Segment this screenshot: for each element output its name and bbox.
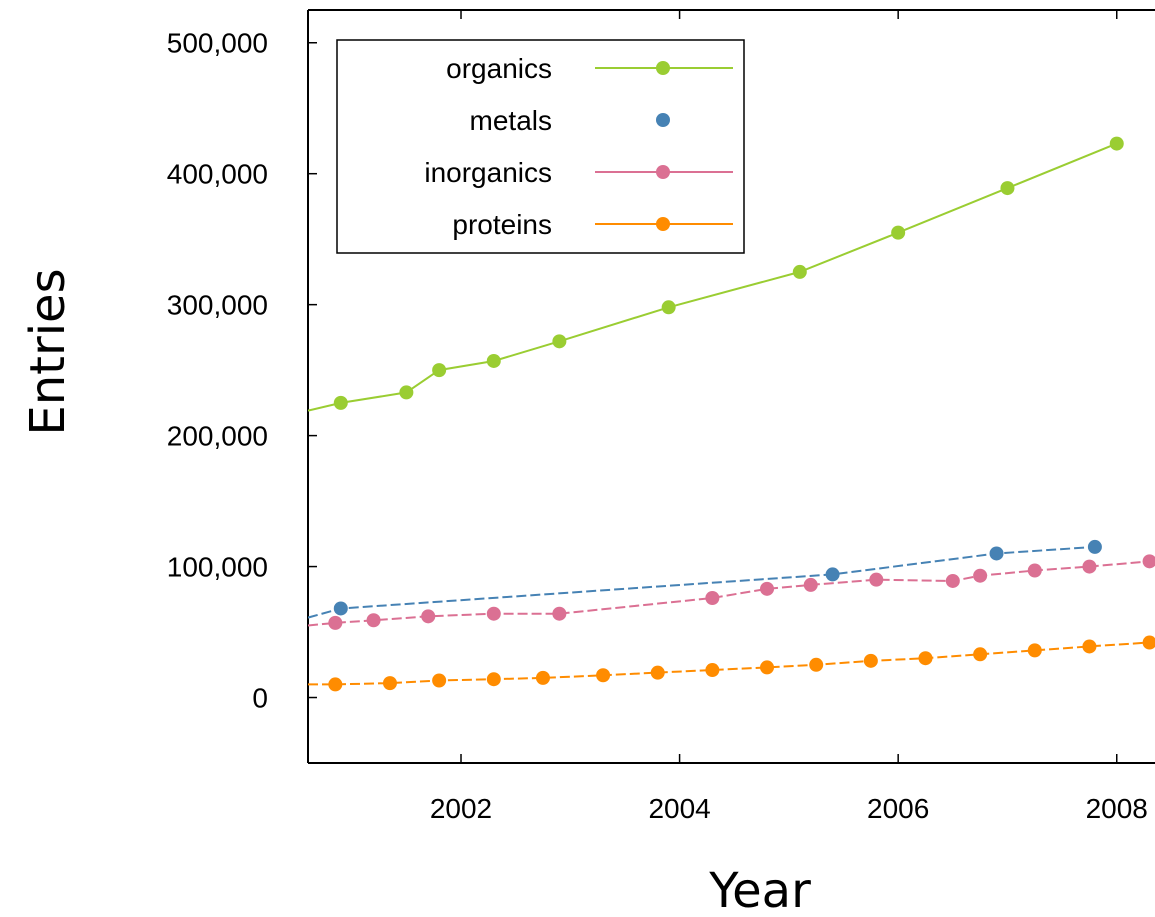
y-tick-label: 400,000	[167, 159, 268, 190]
data-point	[809, 657, 824, 672]
series-organics	[308, 136, 1124, 412]
data-point	[1087, 539, 1102, 554]
legend-label: organics	[446, 53, 552, 84]
series-line	[308, 545, 1095, 619]
y-tick-label: 500,000	[167, 28, 268, 59]
data-point	[650, 665, 665, 680]
y-tick-label: 100,000	[167, 552, 268, 583]
data-point	[382, 676, 397, 691]
data-point	[1109, 136, 1124, 151]
data-point	[760, 660, 775, 675]
data-point	[486, 606, 501, 621]
data-point	[535, 670, 550, 685]
x-tick-label: 2006	[867, 793, 929, 824]
data-point	[432, 363, 447, 378]
data-point	[333, 395, 348, 410]
data-point	[1027, 643, 1042, 658]
plot-frame	[307, 9, 1155, 764]
data-point	[973, 568, 988, 583]
legend-marker	[656, 165, 670, 179]
x-tick-label: 2002	[430, 793, 492, 824]
data-point	[596, 668, 611, 683]
data-point	[825, 567, 840, 582]
y-tick-label: 200,000	[167, 421, 268, 452]
data-point	[863, 653, 878, 668]
data-point	[803, 577, 818, 592]
data-point	[1142, 554, 1155, 569]
series-inorganics	[308, 554, 1155, 630]
data-point	[1082, 639, 1097, 654]
x-tick-label: 2008	[1086, 793, 1148, 824]
data-point	[891, 225, 906, 240]
legend-label: inorganics	[424, 157, 552, 188]
legend-label: metals	[470, 105, 552, 136]
series-metals	[308, 539, 1102, 619]
data-point	[792, 264, 807, 279]
data-point	[399, 385, 414, 400]
data-point	[1027, 563, 1042, 578]
y-axis-title: Entries	[20, 268, 76, 435]
data-point	[989, 546, 1004, 561]
data-point	[552, 606, 567, 621]
data-point	[661, 300, 676, 315]
y-tick-label: 0	[252, 683, 268, 714]
data-point	[760, 581, 775, 596]
data-point	[1000, 181, 1015, 196]
data-point	[1142, 635, 1155, 650]
data-point	[432, 673, 447, 688]
legend-label: proteins	[452, 209, 552, 240]
legend-box	[336, 39, 745, 254]
data-point	[869, 572, 884, 587]
legend-marker	[656, 61, 670, 75]
series-line	[308, 641, 1150, 686]
x-tick-label: 2004	[648, 793, 710, 824]
series-line	[308, 560, 1150, 627]
data-point	[486, 672, 501, 687]
data-point	[366, 613, 381, 628]
data-point	[328, 615, 343, 630]
series-proteins	[308, 635, 1155, 692]
y-axis: 0 100,000 200,000 300,000 400,000 500,000	[167, 28, 317, 714]
y-tick-label: 300,000	[167, 290, 268, 321]
data-point	[705, 590, 720, 605]
data-point	[918, 651, 933, 666]
data-point	[973, 647, 988, 662]
data-point	[333, 601, 348, 616]
data-point	[705, 663, 720, 678]
data-point	[945, 573, 960, 588]
data-point	[1082, 559, 1097, 574]
x-axis-title: Year	[708, 863, 811, 917]
legend-marker	[656, 217, 670, 231]
data-point	[552, 334, 567, 349]
data-point	[328, 677, 343, 692]
data-point	[486, 353, 501, 368]
series-layer	[308, 136, 1155, 692]
data-point	[421, 609, 436, 624]
legend-marker	[656, 113, 670, 127]
x-axis: 2002 2004 2006 2008	[430, 10, 1148, 824]
legend: organics metals inorganics proteins	[336, 39, 745, 254]
